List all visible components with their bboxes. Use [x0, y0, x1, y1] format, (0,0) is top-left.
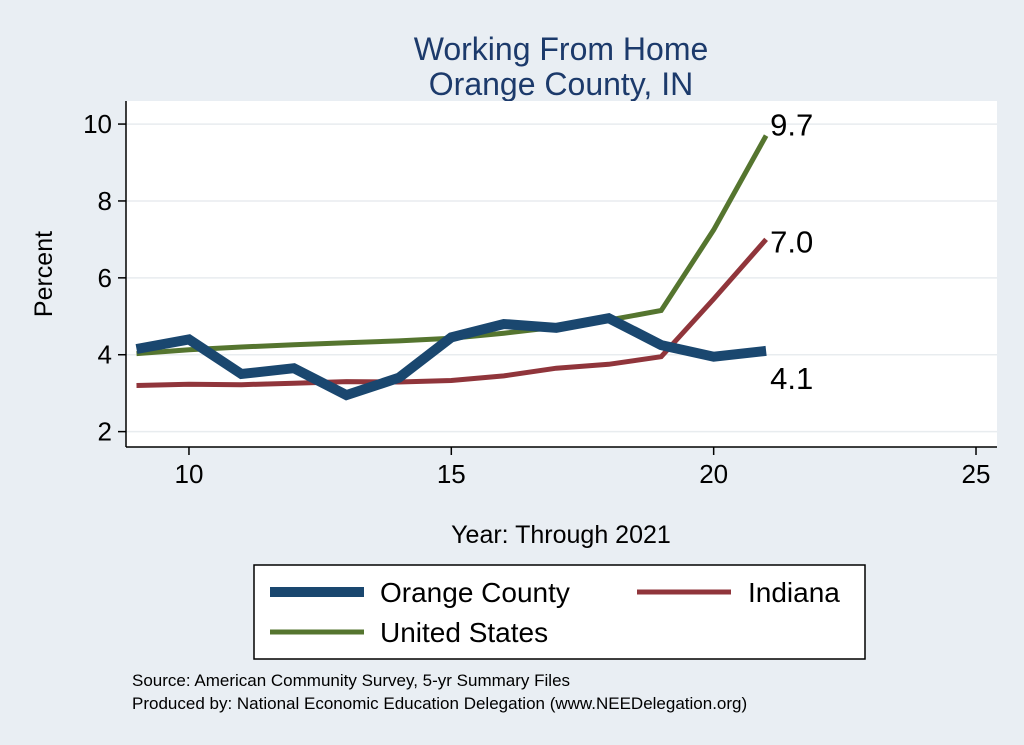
y-axis-title: Percent [30, 231, 58, 317]
y-tick-label-2: 6 [98, 263, 112, 293]
y-tick-label-3: 8 [98, 186, 112, 216]
axes: 2 4 6 8 10 10 15 20 25 [83, 101, 997, 489]
source-note: Source: American Community Survey, 5-yr … [132, 671, 570, 690]
x-tick-label-0: 10 [175, 459, 204, 489]
end-labels: 4.1 7.0 9.7 [770, 108, 813, 396]
x-tick-label-3: 25 [962, 459, 991, 489]
y-tick-label-4: 10 [83, 109, 112, 139]
legend-label-orange-county: Orange County [380, 577, 570, 608]
legend-box [253, 564, 866, 660]
series-lines [135, 134, 769, 401]
x-axis-title: Year: Through 2021 [451, 521, 671, 549]
chart-title-line-2: Orange County, IN [429, 66, 693, 102]
end-label-united-states: 9.7 [770, 108, 813, 143]
series-line-indiana [136, 237, 768, 388]
legend-label-united-states: United States [380, 617, 548, 648]
end-label-indiana: 7.0 [770, 224, 813, 259]
plot-area [126, 101, 997, 447]
legend-label-indiana: Indiana [748, 577, 840, 608]
grid-lines [126, 123, 997, 433]
x-tick-label-1: 15 [437, 459, 466, 489]
y-tick-label-1: 4 [98, 340, 112, 370]
chart-title-line-1: Working From Home [414, 31, 709, 67]
end-label-orange-county: 4.1 [770, 361, 813, 396]
legend: Orange County Indiana United States [253, 564, 866, 660]
y-tick-label-0: 2 [98, 417, 112, 447]
producer-note: Produced by: National Economic Education… [132, 694, 747, 713]
series-line-orange-county [135, 312, 767, 401]
x-tick-label-2: 20 [699, 459, 728, 489]
